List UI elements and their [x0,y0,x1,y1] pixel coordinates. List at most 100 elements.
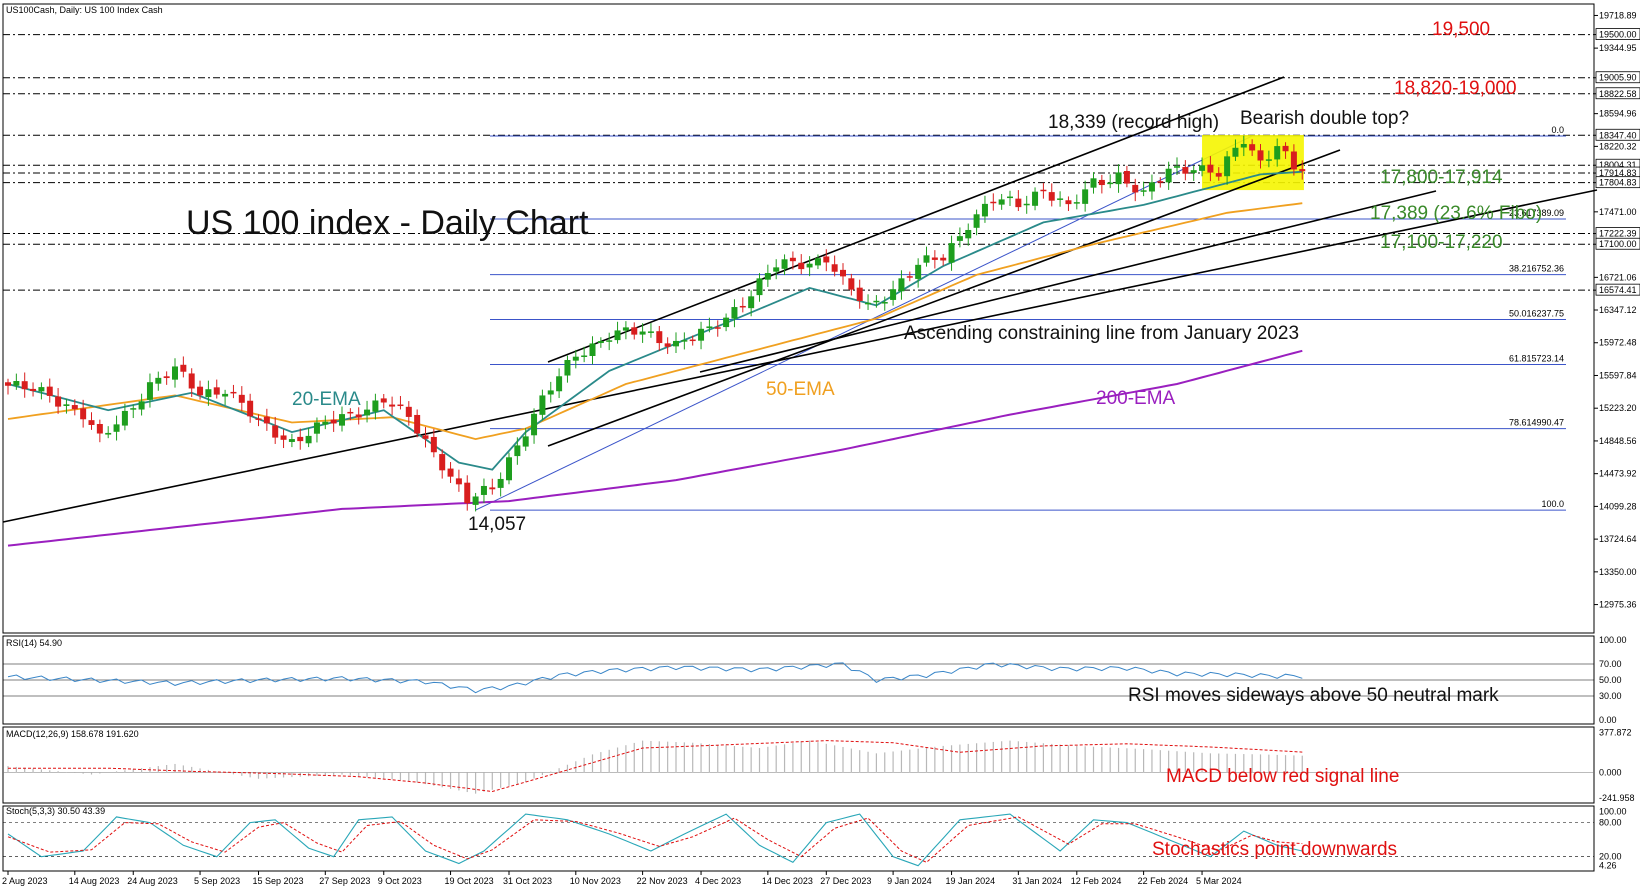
candle-body [364,409,371,416]
candle-body [138,401,145,410]
price-tick-label: 18347.40 [1599,130,1637,140]
candle [405,401,412,426]
candle-body [380,398,387,403]
ema-200-line [7,349,1303,547]
stoch-axis-label: 100.00 [1599,806,1627,816]
candle-body [163,376,170,379]
candle [723,313,730,332]
candle-body [130,408,137,410]
candle [339,406,345,432]
candle-body [647,331,654,333]
candle-body [55,396,62,407]
candle-body [1098,179,1105,186]
candle [506,452,512,485]
candle-body [146,382,153,400]
candle-body [547,390,554,395]
candle-body [414,414,421,434]
candle-body [831,264,838,272]
candle [197,380,204,400]
candle-body [781,259,788,269]
candle [172,358,178,388]
candle [389,396,396,416]
candle [480,478,487,504]
candle [923,246,930,267]
candle-body [21,381,28,390]
candle [1015,190,1022,212]
candle-body [1274,146,1281,160]
candle [138,393,145,416]
candle-body [572,356,579,361]
candle-body [330,419,337,424]
rsi-axis-label: 0.00 [1599,715,1617,725]
candle [606,332,613,351]
fibonacci-label: 100.0 [1541,499,1564,509]
stoch-axis-label: 80.00 [1599,818,1622,828]
candle [430,428,437,458]
candle [1290,144,1297,176]
candle [1207,156,1214,182]
candle [597,337,604,348]
candle-body [213,387,220,395]
candle-body [723,317,730,328]
candle-body [464,482,471,504]
candle-body [631,327,638,335]
candle-body [798,262,805,270]
candle [539,389,546,421]
candle [622,321,629,340]
candle [105,426,112,439]
candle [581,346,588,363]
candle [748,290,755,317]
candle [322,415,329,430]
candle [973,209,980,236]
candle [347,408,354,421]
candle [397,396,404,410]
candle [305,427,312,448]
candle [1190,166,1197,181]
candle-body [1015,198,1022,208]
candle [840,263,846,285]
candle-body [238,394,245,403]
date-label: 22 Nov 2023 [637,876,688,886]
candle [1023,195,1030,214]
candle [865,294,872,310]
ema50-label: 50-EMA [766,379,835,400]
ema-20-line [7,170,1303,471]
price-tick-label: 18594.96 [1599,109,1637,119]
candle-body [1132,184,1139,193]
level-17389-label: 17,389 (23.6% Fibo) [1370,203,1542,224]
candle [731,299,738,328]
candle [773,259,780,280]
candle-body [1249,144,1256,151]
price-tick-label: 19005.90 [1599,73,1637,83]
fibonacci-label: 50.016237.75 [1509,309,1564,319]
candle [940,254,947,266]
candle [906,271,913,282]
candle-body [1199,165,1206,171]
fibonacci-label: 38.216752.36 [1509,264,1564,274]
candle [497,472,504,497]
price-tick-label: 17100.00 [1599,239,1637,249]
candle-body [1215,173,1222,177]
candle-body [564,359,571,376]
ema200-label: 200-EMA [1096,388,1176,409]
date-label: 2 Aug 2023 [2,876,48,886]
candle-body [405,406,412,417]
candle-body [1290,151,1297,170]
candle-body [1023,203,1030,206]
candle-body [1165,168,1172,183]
candle [213,379,220,399]
price-tick-label: 12975.36 [1599,600,1637,610]
candle [1240,135,1247,157]
candle-body [981,203,988,217]
stoch-axis-label: 20.00 [1599,852,1622,862]
candle-body [948,243,955,263]
candle-body [597,341,604,344]
candle [798,254,805,275]
candle-body [881,302,888,304]
candle-body [673,340,679,347]
candle-body [188,373,195,389]
date-label: 5 Mar 2024 [1196,876,1242,886]
candle-body [480,485,487,495]
candle [222,389,229,406]
price-tick-label: 19500.00 [1599,30,1637,40]
